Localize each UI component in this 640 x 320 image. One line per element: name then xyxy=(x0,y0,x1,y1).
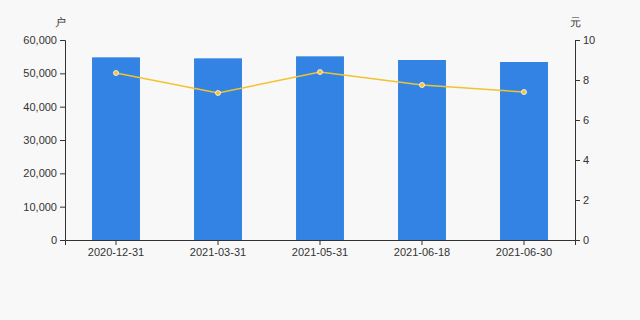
tick-label: 0 xyxy=(51,234,57,246)
tick: 2021-06-18 xyxy=(394,240,450,258)
axis-line xyxy=(66,241,576,246)
tick: 6 xyxy=(575,114,589,126)
plot-area xyxy=(92,56,548,240)
bar xyxy=(194,58,242,240)
tick-mark xyxy=(422,240,423,245)
tick-mark xyxy=(60,73,65,74)
tick-label: 4 xyxy=(583,154,589,166)
axis-line xyxy=(576,41,581,241)
x-axis: 2020-12-31 2021-03-31 2021-05-31 2021-06-18… xyxy=(66,240,576,258)
line xyxy=(116,72,524,93)
tick-mark xyxy=(575,160,580,161)
tick-label: 60,000 xyxy=(23,34,57,46)
tick: 2021-05-31 xyxy=(292,240,348,258)
tick-label: 2021-03-31 xyxy=(190,246,246,258)
tick-mark xyxy=(524,240,525,245)
tick: 0 xyxy=(51,234,65,246)
tick: 20,000 xyxy=(23,167,65,179)
bar xyxy=(296,56,344,240)
tick-mark xyxy=(320,240,321,245)
y2-axis: 0 2 4 6 8 10 xyxy=(575,34,595,246)
tick-label: 2 xyxy=(583,194,589,206)
tick-mark xyxy=(60,40,65,41)
tick-mark xyxy=(60,207,65,208)
chart: 0 10,000 20,000 30,000 40,000 50,000 60,000 0 2 4… xyxy=(0,0,640,320)
tick-label: 2021-05-31 xyxy=(292,246,348,258)
tick-mark xyxy=(218,240,219,245)
bar xyxy=(92,57,140,240)
tick: 2 xyxy=(575,194,589,206)
tick-label: 50,000 xyxy=(23,67,57,79)
tick-label: 20,000 xyxy=(23,167,57,179)
tick-mark xyxy=(60,107,65,108)
point xyxy=(420,83,425,88)
tick-label: 2021-06-18 xyxy=(394,246,450,258)
axis-line xyxy=(60,41,66,241)
tick: 8 xyxy=(575,74,589,86)
tick-label: 40,000 xyxy=(23,101,57,113)
tick-mark xyxy=(60,240,65,241)
y-axis: 0 10,000 20,000 30,000 40,000 50,000 60,000 xyxy=(23,34,65,246)
tick-mark xyxy=(575,120,580,121)
tick: 2020-12-31 xyxy=(88,240,144,258)
y2-axis-title: 元 xyxy=(570,16,581,29)
tick: 10,000 xyxy=(23,201,65,213)
tick: 2021-06-30 xyxy=(496,240,552,258)
point xyxy=(114,71,119,76)
tick: 10 xyxy=(575,34,595,46)
tick: 0 xyxy=(575,234,589,246)
bar xyxy=(500,62,548,240)
point xyxy=(318,70,323,75)
tick-label: 8 xyxy=(583,74,589,86)
tick: 40,000 xyxy=(23,101,65,113)
point xyxy=(216,91,221,96)
tick: 4 xyxy=(575,154,589,166)
tick-mark xyxy=(116,240,117,245)
tick-label: 6 xyxy=(583,114,589,126)
tick-mark xyxy=(575,40,580,41)
tick-mark xyxy=(60,173,65,174)
tick: 50,000 xyxy=(23,67,65,79)
tick: 30,000 xyxy=(23,134,65,146)
tick: 2021-03-31 xyxy=(190,240,246,258)
tick-label: 10,000 xyxy=(23,201,57,213)
tick-label: 2020-12-31 xyxy=(88,246,144,258)
tick-label: 2021-06-30 xyxy=(496,246,552,258)
tick-label: 0 xyxy=(583,234,589,246)
tick-mark xyxy=(575,200,580,201)
tick: 60,000 xyxy=(23,34,65,46)
tick-mark xyxy=(575,80,580,81)
y-axis-title: 户 xyxy=(55,16,66,29)
tick-mark xyxy=(60,140,65,141)
point xyxy=(522,90,527,95)
bar xyxy=(398,60,446,240)
tick-label: 10 xyxy=(583,34,595,46)
tick-label: 30,000 xyxy=(23,134,57,146)
